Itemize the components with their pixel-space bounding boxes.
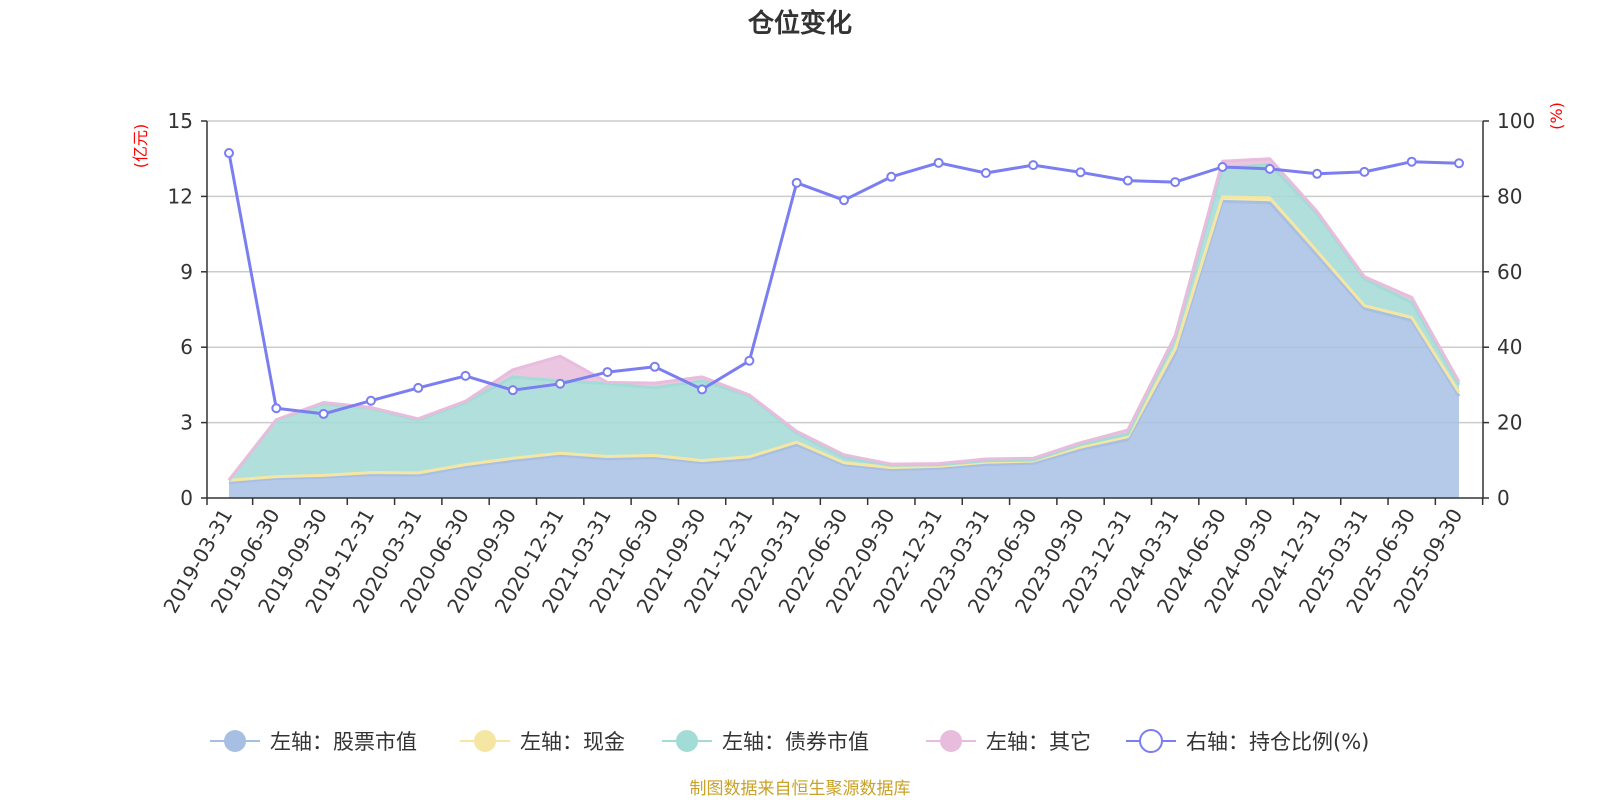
right-axis-ticks: 0 20 40 60 80 100 — [1483, 109, 1535, 510]
legend-swatch-marker — [474, 730, 496, 752]
ratio-point — [1075, 167, 1086, 178]
legend-swatch-marker — [1139, 729, 1163, 753]
ratio-point — [744, 355, 755, 366]
legend-item-3[interactable]: 左轴：其它 — [926, 730, 1091, 754]
ratio-point — [460, 370, 471, 381]
legend-item-0[interactable]: 左轴：股票市值 — [210, 730, 417, 754]
ratio-point — [271, 403, 282, 414]
ratio-point — [697, 384, 708, 395]
ratio-point — [224, 148, 234, 159]
left-axis-unit: (亿元) — [131, 124, 150, 169]
ratio-point — [507, 385, 518, 396]
legend-swatch-marker — [940, 730, 962, 752]
right-tick-label: 0 — [1497, 486, 1510, 510]
ratio-point — [933, 157, 944, 168]
legend-label: 左轴：债券市值 — [722, 730, 869, 754]
ratio-point — [318, 408, 329, 419]
legend-item-2[interactable]: 左轴：债券市值 — [662, 730, 869, 754]
left-tick-label: 9 — [180, 260, 193, 284]
ratio-line — [224, 148, 1464, 419]
ratio-point — [1028, 160, 1039, 171]
legend-label: 左轴：现金 — [520, 730, 625, 754]
legend-label: 左轴：其它 — [986, 730, 1091, 754]
right-tick-label: 20 — [1497, 411, 1522, 435]
source-note: 制图数据来自恒生聚源数据库 — [690, 779, 911, 799]
ratio-point — [1359, 166, 1370, 177]
right-axis-unit: (%) — [1547, 102, 1566, 130]
ratio-point — [1406, 156, 1417, 167]
right-tick-label: 40 — [1497, 335, 1522, 359]
right-tick-label: 100 — [1497, 109, 1535, 133]
series-3-line — [227, 157, 1461, 481]
series-1-line — [228, 195, 1461, 482]
ratio-point — [886, 171, 897, 182]
ratio-point — [980, 168, 991, 179]
left-tick-label: 3 — [180, 411, 193, 435]
ratio-point — [1217, 161, 1228, 172]
chart-title: 仓位变化 — [747, 8, 852, 39]
series-2-area — [229, 164, 1459, 481]
ratio-point — [555, 378, 566, 389]
ratio-point — [413, 382, 424, 393]
ratio-point — [839, 195, 849, 206]
left-tick-label: 6 — [180, 335, 193, 359]
legend-label: 右轴：持仓比例(%) — [1186, 730, 1369, 754]
ratio-point — [649, 361, 660, 372]
ratio-point — [1454, 158, 1464, 169]
legend-swatch-marker — [676, 730, 698, 752]
ratio-point — [365, 395, 376, 406]
ratio-point — [1170, 177, 1181, 188]
x-axis-ticks: 2019-03-312019-06-302019-09-302019-12-31… — [158, 498, 1484, 617]
ratio-point — [791, 177, 802, 188]
ratio-point — [1264, 163, 1275, 174]
left-tick-label: 15 — [168, 109, 193, 133]
legend-label: 左轴：股票市值 — [270, 730, 417, 754]
axes — [206, 121, 1484, 499]
series-0-line — [228, 199, 1461, 484]
legend-swatch-marker — [224, 730, 246, 752]
ratio-point — [1122, 175, 1133, 186]
left-tick-label: 0 — [180, 486, 193, 510]
stacked-areas — [227, 157, 1461, 498]
ratio-point — [1312, 168, 1323, 179]
left-axis-ticks: 0 3 6 9 12 15 — [168, 109, 207, 510]
ratio-point — [602, 367, 613, 378]
left-tick-label: 12 — [168, 184, 193, 208]
legend-item-1[interactable]: 左轴：现金 — [460, 730, 625, 754]
legend-item-4[interactable]: 右轴：持仓比例(%) — [1126, 729, 1369, 754]
series-0-area — [229, 201, 1459, 498]
right-tick-label: 60 — [1497, 260, 1522, 284]
right-tick-label: 80 — [1497, 184, 1522, 208]
legend: 左轴：股票市值 左轴：现金 左轴：债券市值 左轴：其它 右轴：持仓比例(%) — [210, 729, 1369, 754]
